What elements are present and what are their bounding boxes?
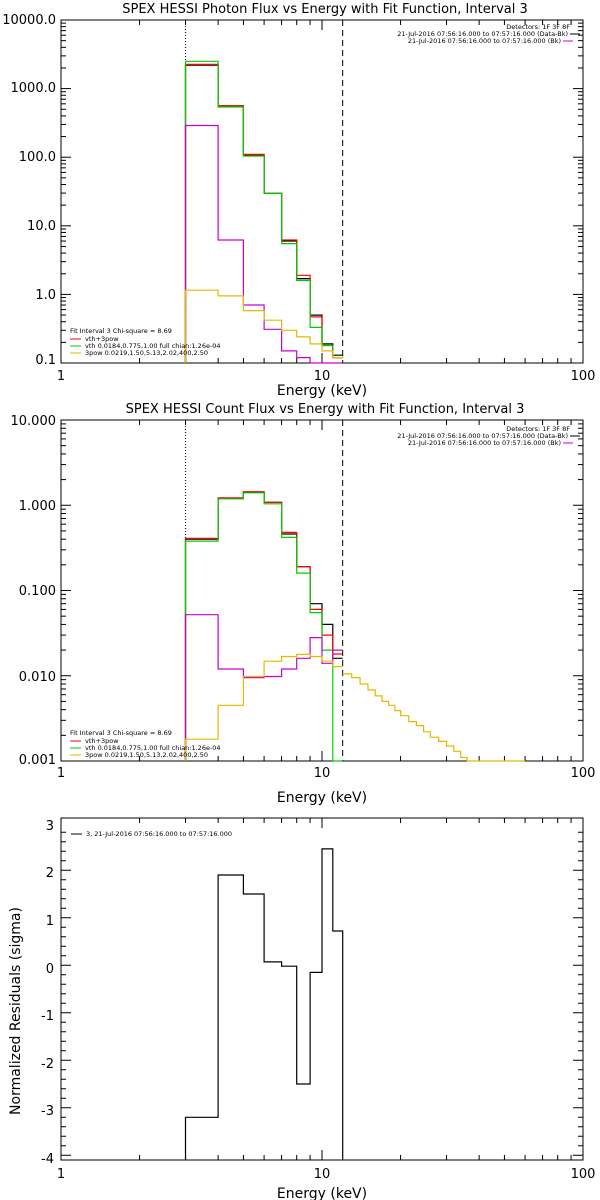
residuals-ytick-3: 3: [46, 819, 54, 834]
count-legend-fit-interval: Fit Interval 3 Chi-square = 8.69: [70, 729, 172, 737]
photon-xtick-10: 10: [314, 369, 331, 384]
series-4-histogram: [184, 289, 343, 363]
photon-xtick-1: 1: [57, 369, 65, 384]
series-4-histogram: [184, 653, 343, 761]
count-legend-vth: vth 0.0184,0.775,1.00 full chian:1.26e-0…: [85, 744, 221, 752]
count-legend-vth3pow: vth+3pow: [85, 737, 119, 745]
residuals-ytick--3: -3: [41, 1104, 54, 1119]
photon-legend-bk: 21-Jul-2016 07:56:16.000 to 07:57:16.000…: [408, 37, 561, 45]
photon-x-axis-label: Energy (keV): [277, 383, 367, 399]
photon-ytick-10.0: 10.0: [27, 219, 56, 234]
residuals-ytick--4: -4: [41, 1152, 54, 1167]
residuals-ytick--2: -2: [41, 1057, 54, 1072]
count-legend-data-bk: 21-Jul-2016 07:56:16.000 to 07:57:16.000…: [397, 432, 568, 440]
photon-ytick-0.1: 0.1: [35, 353, 56, 368]
residuals-ytick-1: 1: [46, 914, 54, 929]
photon-plot-frame: [60, 19, 584, 364]
count-legend-detectors: Detectors: 1F 3F 8F: [506, 425, 570, 433]
series-2-histogram: [184, 492, 343, 762]
residuals-x-axis-label: Energy (keV): [277, 1186, 367, 1200]
photon-xtick-100: 100: [571, 369, 596, 384]
residuals-panel: 1 10 100 Energy (keV) Normalized Residua…: [8, 817, 596, 1200]
count-x-axis-label: Energy (keV): [277, 790, 367, 806]
count-xtick-100: 100: [571, 766, 596, 781]
count-legend-bk: 21-Jul-2016 07:56:16.000 to 07:57:16.000…: [408, 439, 561, 447]
count-chart-title: SPEX HESSI Count Flux vs Energy with Fit…: [126, 402, 525, 417]
residuals-legend-label: 3, 21-Jul-2016 07:56:16.000 to 07:57:16.…: [86, 830, 232, 838]
count-legend-3pow: 3pow 0.0219,1.50,5.13,2.02,400,2.50: [85, 751, 208, 759]
photon-flux-panel: SPEX HESSI Photon Flux vs Energy with Fi…: [2, 2, 595, 399]
photon-ytick-1000.0: 1000.0: [11, 81, 57, 96]
count-ytick-0.001: 0.001: [19, 753, 56, 768]
residuals-ytick-0: 0: [46, 962, 54, 977]
count-ytick-0.010: 0.010: [19, 670, 56, 685]
residuals-xtick-10: 10: [314, 1167, 331, 1182]
series-0-histogram: [184, 491, 343, 761]
photon-legend-data-bk: 21-Jul-2016 07:56:16.000 to 07:57:16.000…: [397, 30, 568, 38]
3pow-tail-histogram: [342, 673, 526, 762]
photon-legend-detectors: Detectors: 1F 3F 8F: [506, 23, 570, 31]
series-1-histogram: [184, 491, 343, 761]
count-flux-panel: SPEX HESSI Count Flux vs Energy with Fit…: [11, 402, 596, 806]
residuals-xtick-1: 1: [57, 1167, 65, 1182]
photon-legend-3pow: 3pow 0.0219,1.50,5.13,2.02,400,2.50: [85, 349, 208, 357]
residuals-xtick-100: 100: [571, 1167, 596, 1182]
photon-chart-title: SPEX HESSI Photon Flux vs Energy with Fi…: [122, 2, 528, 17]
count-ytick-10.000: 10.000: [11, 414, 57, 429]
photon-ytick-10000.0: 10000.0: [2, 13, 56, 28]
count-xtick-10: 10: [314, 766, 331, 781]
photon-ytick-100.0: 100.0: [19, 150, 56, 165]
residuals-ytick--1: -1: [41, 1009, 54, 1024]
photon-legend-fit-interval: Fit Interval 3 Chi-square = 8.69: [70, 327, 172, 335]
series-3-histogram: [184, 614, 343, 761]
count-plot-frame: [60, 419, 584, 762]
count-ytick-0.100: 0.100: [19, 584, 56, 599]
count-ytick-1.000: 1.000: [19, 499, 56, 514]
residuals-y-axis-label: Normalized Residuals (sigma): [8, 907, 24, 1115]
photon-legend-vth: vth 0.0184,0.775,1.00 full chian:1.26e-0…: [85, 342, 221, 350]
count-xtick-1: 1: [57, 766, 65, 781]
photon-ytick-1.0: 1.0: [35, 288, 56, 303]
photon-legend-vth3pow: vth+3pow: [85, 335, 119, 343]
residuals-ytick-2: 2: [46, 866, 54, 881]
series-0-histogram: [184, 848, 344, 1160]
